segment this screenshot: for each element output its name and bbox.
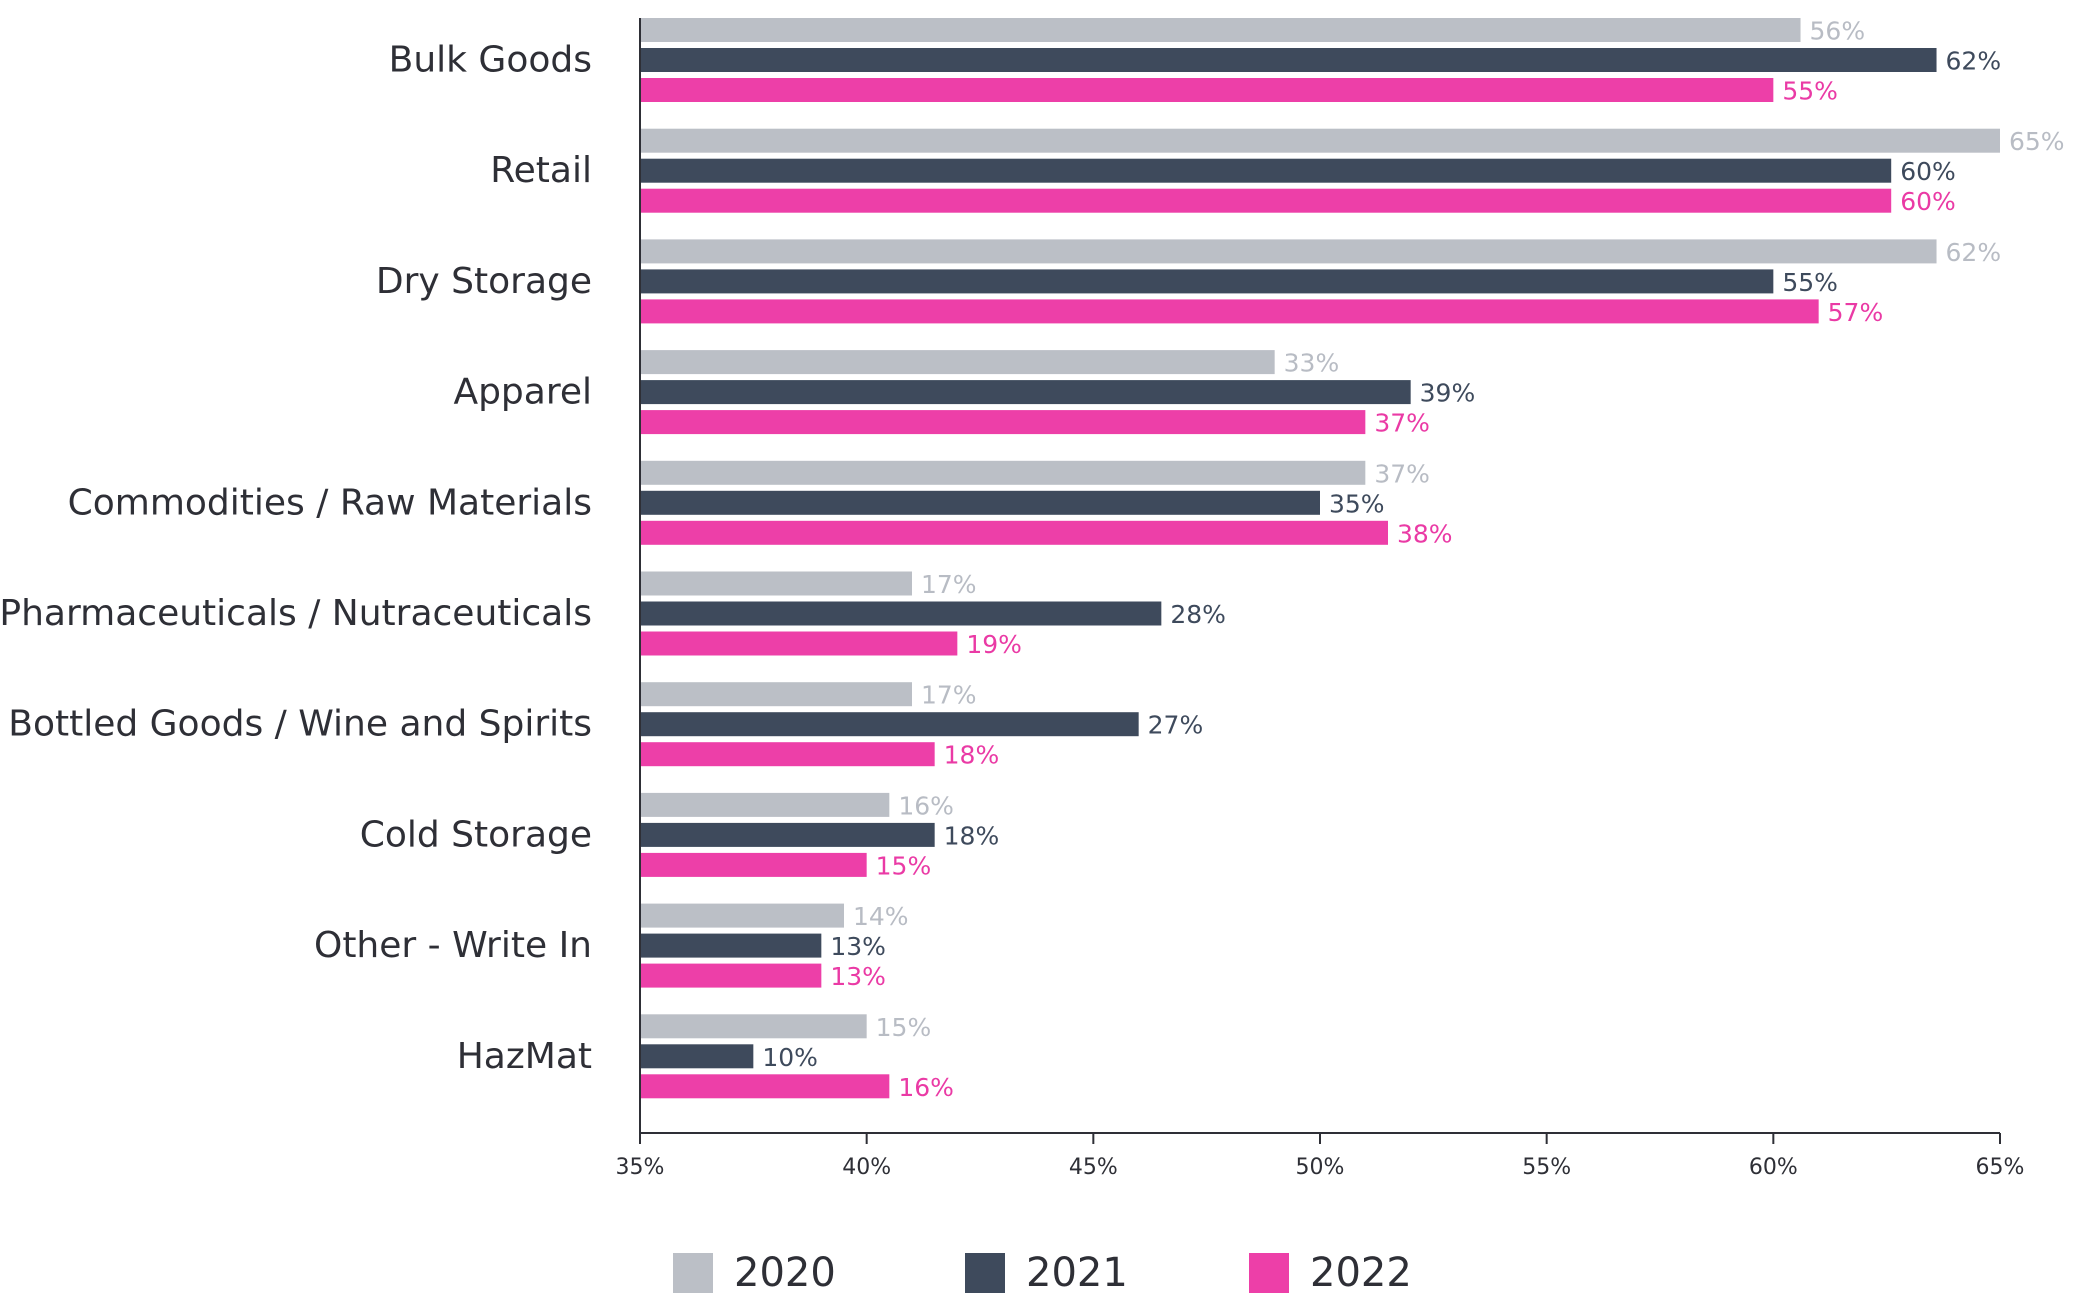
data-label-2020-cold-storage: 16%	[898, 791, 954, 820]
bar-2022-hazmat	[640, 1074, 890, 1099]
data-label-2020-other-write-in: 14%	[853, 902, 909, 931]
data-label-2021-commodities-raw-materials: 35%	[1329, 489, 1385, 518]
bar-2021-bulk-goods	[640, 48, 1937, 72]
bar-2021-other-write-in	[640, 933, 822, 958]
legend-label-2021: 2021	[1026, 1250, 1128, 1296]
category-label-cold-storage: Cold Storage	[360, 814, 592, 855]
legend-label-2022: 2022	[1310, 1250, 1412, 1296]
category-label-retail: Retail	[490, 150, 592, 191]
data-label-2022-other-write-in: 13%	[830, 962, 886, 991]
bar-2022-pharmaceuticals-nutraceuticals	[640, 631, 958, 656]
data-label-2020-retail: 65%	[2009, 127, 2065, 156]
data-label-2021-cold-storage: 18%	[944, 821, 1000, 850]
category-label-hazmat: HazMat	[457, 1036, 592, 1077]
bar-2021-dry-storage	[640, 269, 1774, 294]
category-label-bulk-goods: Bulk Goods	[389, 40, 592, 81]
bar-2022-commodities-raw-materials	[640, 520, 1388, 545]
data-label-2021-bulk-goods: 62%	[1946, 47, 2002, 76]
data-label-2020-dry-storage: 62%	[1946, 238, 2002, 267]
category-label-other-write-in: Other - Write In	[314, 925, 592, 966]
data-label-2020-bulk-goods: 56%	[1810, 17, 1866, 46]
category-label-bottled-goods-wine-and-spirits: Bottled Goods / Wine and Spirits	[8, 704, 592, 745]
bar-2021-retail	[640, 158, 1892, 183]
bar-2020-bulk-goods	[640, 18, 1801, 42]
data-label-2021-other-write-in: 13%	[830, 932, 886, 961]
bar-2022-dry-storage	[640, 299, 1819, 324]
x-tick-label: 35%	[616, 1155, 665, 1180]
bar-2022-bottled-goods-wine-and-spirits	[640, 742, 935, 767]
data-label-2022-dry-storage: 57%	[1828, 298, 1884, 327]
bar-2021-pharmaceuticals-nutraceuticals	[640, 601, 1162, 626]
data-label-2022-bulk-goods: 55%	[1782, 77, 1838, 106]
data-label-2022-bottled-goods-wine-and-spirits: 18%	[944, 741, 1000, 770]
bar-2020-retail	[640, 128, 2000, 153]
legend-label-2020: 2020	[734, 1250, 836, 1296]
legend-swatch-2022	[1249, 1253, 1289, 1293]
data-label-2022-cold-storage: 15%	[876, 851, 932, 880]
bar-2022-cold-storage	[640, 852, 867, 877]
category-label-dry-storage: Dry Storage	[376, 261, 592, 302]
bar-2022-other-write-in	[640, 963, 822, 988]
data-label-2021-hazmat: 10%	[762, 1043, 818, 1072]
bar-2020-bottled-goods-wine-and-spirits	[640, 682, 912, 707]
legend-swatch-2021	[965, 1253, 1005, 1293]
data-label-2020-commodities-raw-materials: 37%	[1374, 459, 1430, 488]
bar-2020-other-write-in	[640, 903, 844, 928]
bar-2022-apparel	[640, 410, 1366, 435]
x-tick-label: 50%	[1296, 1155, 1345, 1180]
data-label-2022-pharmaceuticals-nutraceuticals: 19%	[966, 630, 1022, 659]
category-label-apparel: Apparel	[453, 372, 592, 413]
x-tick-label: 65%	[1976, 1155, 2025, 1180]
bar-2020-dry-storage	[640, 239, 1937, 264]
bar-2021-commodities-raw-materials	[640, 490, 1320, 515]
data-label-2020-bottled-goods-wine-and-spirits: 17%	[921, 681, 977, 710]
bar-2021-apparel	[640, 380, 1411, 405]
bar-2020-commodities-raw-materials	[640, 460, 1366, 485]
data-label-2022-commodities-raw-materials: 38%	[1397, 519, 1453, 548]
data-label-2020-hazmat: 15%	[876, 1013, 932, 1042]
x-tick-label: 60%	[1749, 1155, 1798, 1180]
bar-2020-hazmat	[640, 1014, 867, 1039]
x-tick-label: 40%	[842, 1155, 891, 1180]
data-label-2020-apparel: 33%	[1284, 349, 1340, 378]
data-label-2022-retail: 60%	[1900, 187, 1956, 216]
bar-2020-cold-storage	[640, 792, 890, 817]
bar-2022-retail	[640, 188, 1892, 213]
x-tick-label: 45%	[1069, 1155, 1118, 1180]
data-label-2022-apparel: 37%	[1374, 409, 1430, 438]
data-label-2021-bottled-goods-wine-and-spirits: 27%	[1148, 711, 1204, 740]
data-label-2021-apparel: 39%	[1420, 379, 1476, 408]
category-label-commodities-raw-materials: Commodities / Raw Materials	[68, 482, 592, 523]
bar-2021-hazmat	[640, 1044, 754, 1069]
data-label-2021-retail: 60%	[1900, 157, 1956, 186]
bar-2020-apparel	[640, 350, 1275, 375]
category-label-pharmaceuticals-nutraceuticals: Pharmaceuticals / Nutraceuticals	[0, 593, 592, 634]
bar-2021-bottled-goods-wine-and-spirits	[640, 712, 1139, 737]
legend-swatch-2020	[673, 1253, 713, 1293]
data-label-2022-hazmat: 16%	[898, 1073, 954, 1102]
data-label-2020-pharmaceuticals-nutraceuticals: 17%	[921, 570, 977, 599]
data-label-2021-dry-storage: 55%	[1782, 268, 1838, 297]
x-tick-label: 55%	[1522, 1155, 1571, 1180]
bar-2022-bulk-goods	[640, 78, 1774, 102]
data-label-2021-pharmaceuticals-nutraceuticals: 28%	[1170, 600, 1226, 629]
bar-2021-cold-storage	[640, 822, 935, 847]
bar-2020-pharmaceuticals-nutraceuticals	[640, 571, 912, 596]
